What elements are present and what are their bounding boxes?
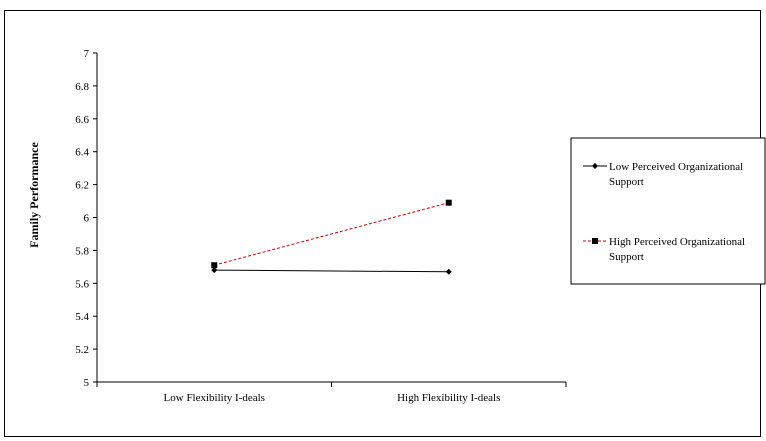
y-tick-label: 5.6 bbox=[75, 278, 89, 290]
series-low-pos bbox=[211, 267, 452, 275]
legend-swatch-marker bbox=[592, 238, 598, 244]
y-ticks: 5 5.2 5.4 5.6 5.8 6 6.2 6.4 6.6 6.8 7 bbox=[75, 48, 97, 389]
y-tick-label: 6.4 bbox=[75, 147, 89, 159]
legend-item: High Perceived Organizational Support bbox=[583, 236, 745, 263]
x-tick-label: Low Flexibility I-deals bbox=[164, 392, 265, 404]
legend-item: Low Perceived Organizational Support bbox=[583, 161, 743, 188]
x-ticks: Low Flexibility I-deals High Flexibility … bbox=[96, 382, 567, 404]
legend-label: High Perceived Organizational Support bbox=[609, 236, 745, 263]
legend: Low Perceived Organizational Support High … bbox=[570, 137, 766, 285]
y-tick-label: 6.2 bbox=[75, 180, 89, 192]
y-tick-label: 5.2 bbox=[75, 344, 89, 356]
axes bbox=[96, 53, 566, 383]
series-line bbox=[214, 269, 449, 273]
y-tick-label: 6 bbox=[84, 213, 90, 225]
data-point bbox=[445, 268, 452, 275]
y-axis-title: Family Performance bbox=[27, 142, 41, 248]
y-tick-label: 5.8 bbox=[75, 245, 89, 257]
legend-label: Low Perceived Organizational Support bbox=[609, 161, 743, 188]
data-point bbox=[445, 199, 452, 206]
series-group bbox=[211, 199, 452, 275]
y-tick-label: 5 bbox=[84, 377, 90, 389]
y-tick-label: 7 bbox=[84, 48, 90, 60]
y-tick-label: 6.8 bbox=[75, 81, 89, 93]
legend-box bbox=[570, 137, 766, 285]
legend-swatch-marker bbox=[592, 163, 598, 169]
data-point bbox=[211, 262, 218, 269]
y-tick-label: 6.6 bbox=[75, 114, 89, 126]
series-line bbox=[214, 202, 449, 266]
x-tick-label: High Flexibility I-deals bbox=[397, 392, 500, 404]
y-tick-label: 5.4 bbox=[75, 311, 89, 323]
data-point bbox=[211, 267, 218, 274]
series-high-pos bbox=[211, 199, 452, 269]
